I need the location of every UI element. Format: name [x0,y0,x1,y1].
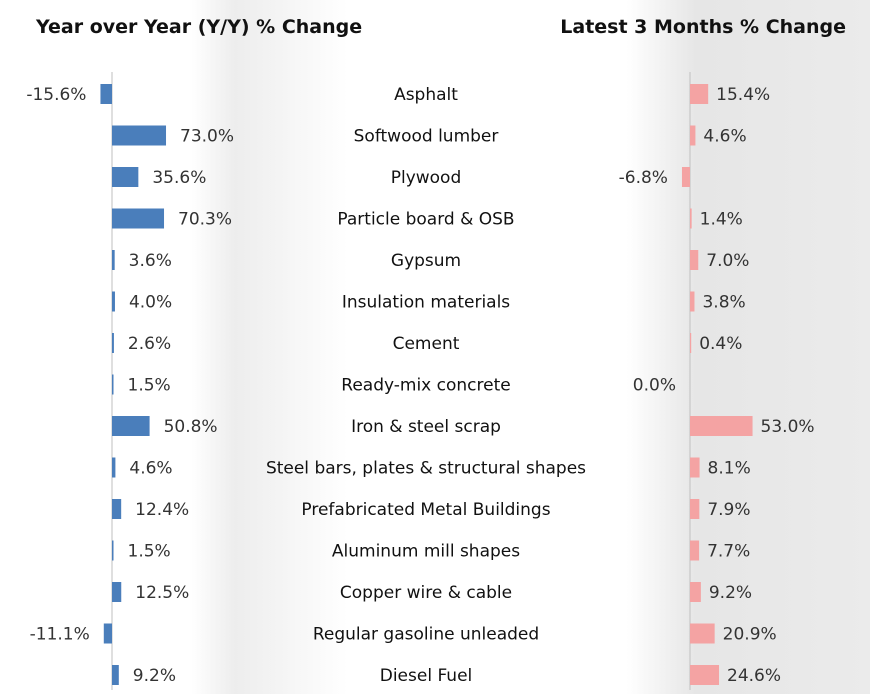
category-label: Diesel Fuel [380,666,473,686]
category-label: Asphalt [394,85,458,105]
three-month-bar [690,250,699,270]
three-month-data-label: 8.1% [708,459,751,479]
yoy-bar [112,457,116,478]
three-month-data-label: 4.6% [703,127,746,147]
right-panel-title: Latest 3 Months % Change [560,16,846,38]
yoy-bar [103,623,112,644]
yoy-bar [112,291,115,312]
three-month-data-label: 7.0% [706,251,749,271]
three-month-bar [690,582,701,602]
three-month-bar [690,291,695,312]
three-month-data-label: 9.2% [709,583,752,603]
yoy-bar [112,167,139,187]
yoy-data-label: 4.6% [129,459,172,479]
yoy-data-label: -15.6% [26,85,86,105]
yoy-data-label: 35.6% [152,168,206,188]
three-month-bar [690,540,700,561]
category-label: Softwood lumber [354,127,499,147]
three-month-bar [690,665,720,685]
category-label: Ready-mix concrete [341,376,510,396]
three-month-data-label: 15.4% [716,85,770,105]
category-label: Cement [393,334,460,354]
three-month-bar [690,125,696,146]
three-month-bar [690,84,709,104]
three-month-bar [690,499,700,519]
three-month-bar [690,623,715,644]
three-month-bar [690,457,700,478]
yoy-bar [112,125,167,146]
three-month-bar [690,208,692,229]
category-label: Particle board & OSB [337,210,514,230]
yoy-data-label: 73.0% [180,127,234,147]
three-month-bar [690,333,692,353]
yoy-bar [112,374,114,395]
three-month-data-label: 3.8% [702,293,745,313]
three-month-data-label: 24.6% [727,666,781,686]
yoy-data-label: 1.5% [128,376,171,396]
category-label: Aluminum mill shapes [332,542,520,562]
three-month-data-label: 0.4% [699,334,742,354]
yoy-bar [112,333,114,353]
yoy-data-label: 3.6% [129,251,172,271]
yoy-bar [112,665,119,685]
category-label: Prefabricated Metal Buildings [301,500,550,520]
yoy-data-label: -11.1% [30,625,90,645]
three-month-data-label: 1.4% [700,210,743,230]
category-label: Copper wire & cable [340,583,512,603]
yoy-bar [112,499,122,519]
category-label: Regular gasoline unleaded [313,625,539,645]
yoy-bar [112,250,115,270]
yoy-data-label: 50.8% [164,417,218,437]
three-month-data-label: 7.7% [707,542,750,562]
three-month-data-label: -6.8% [619,168,668,188]
yoy-bar [112,208,165,229]
yoy-bar [112,416,150,436]
three-month-data-label: 20.9% [723,625,777,645]
left-panel-title: Year over Year (Y/Y) % Change [36,16,363,38]
three-month-data-label: 7.9% [707,500,750,520]
category-label: Plywood [391,168,462,188]
category-label: Gypsum [391,251,461,271]
category-label: Steel bars, plates & structural shapes [266,459,586,479]
yoy-data-label: 12.4% [135,500,189,520]
yoy-bar [112,582,122,602]
three-month-bar [681,167,690,187]
three-month-bar [690,416,753,436]
yoy-bar [112,540,114,561]
yoy-data-label: 9.2% [133,666,176,686]
yoy-bar [100,84,112,104]
yoy-data-label: 1.5% [128,542,171,562]
yoy-data-label: 2.6% [128,334,171,354]
three-month-data-label: 53.0% [761,417,815,437]
yoy-data-label: 12.5% [135,583,189,603]
category-label: Iron & steel scrap [351,417,501,437]
category-label: Insulation materials [342,293,510,313]
three-month-data-label: 0.0% [633,376,676,396]
yoy-data-label: 4.0% [129,293,172,313]
yoy-data-label: 70.3% [178,210,232,230]
